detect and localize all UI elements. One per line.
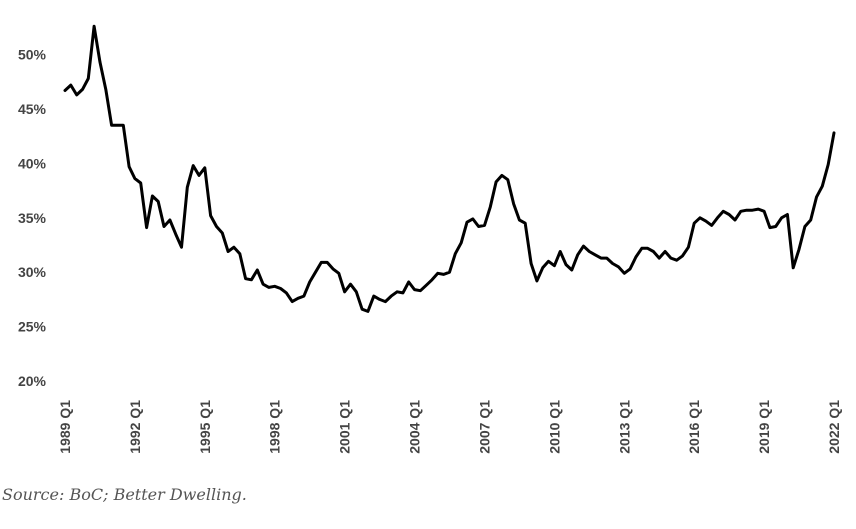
x-tick-label: 2004 Q1 — [407, 400, 423, 454]
y-tick-label: 45% — [18, 101, 47, 117]
y-tick-label: 25% — [18, 319, 47, 335]
source-note: Source: BoC; Better Dwelling. — [2, 485, 247, 504]
x-axis: 1989 Q1 1992 Q1 1995 Q1 1998 Q1 2001 Q1 2004 … — [57, 400, 842, 454]
x-tick-label: 2019 Q1 — [756, 400, 772, 454]
x-tick-label: 2022 Q1 — [826, 400, 842, 454]
x-tick-label: 1992 Q1 — [127, 400, 143, 454]
x-tick-label: 1995 Q1 — [197, 400, 213, 454]
series-line — [63, 24, 836, 313]
x-tick-label: 1998 Q1 — [267, 400, 283, 454]
chart: 20% 25% 30% 35% 40% 45% 50% 1989 Q1 1992 Q1 1995… — [18, 24, 842, 454]
x-tick-label: 2007 Q1 — [476, 400, 492, 454]
y-axis: 20% 25% 30% 35% 40% 45% 50% — [18, 47, 47, 389]
plot-area — [63, 24, 836, 313]
line-chart: 20% 25% 30% 35% 40% 45% 50% 1989 Q1 1992 Q1 1995… — [18, 24, 842, 454]
x-tick-label: 2016 Q1 — [686, 400, 702, 454]
y-tick-label: 35% — [18, 210, 47, 226]
x-tick-label: 2010 Q1 — [546, 400, 562, 454]
x-tick-label: 1989 Q1 — [57, 400, 73, 454]
y-tick-label: 20% — [18, 373, 47, 389]
x-tick-label: 2013 Q1 — [616, 400, 632, 454]
y-tick-label: 40% — [18, 155, 47, 171]
x-tick-label: 2001 Q1 — [337, 400, 353, 454]
y-tick-label: 30% — [18, 264, 47, 280]
y-tick-label: 50% — [18, 47, 47, 63]
